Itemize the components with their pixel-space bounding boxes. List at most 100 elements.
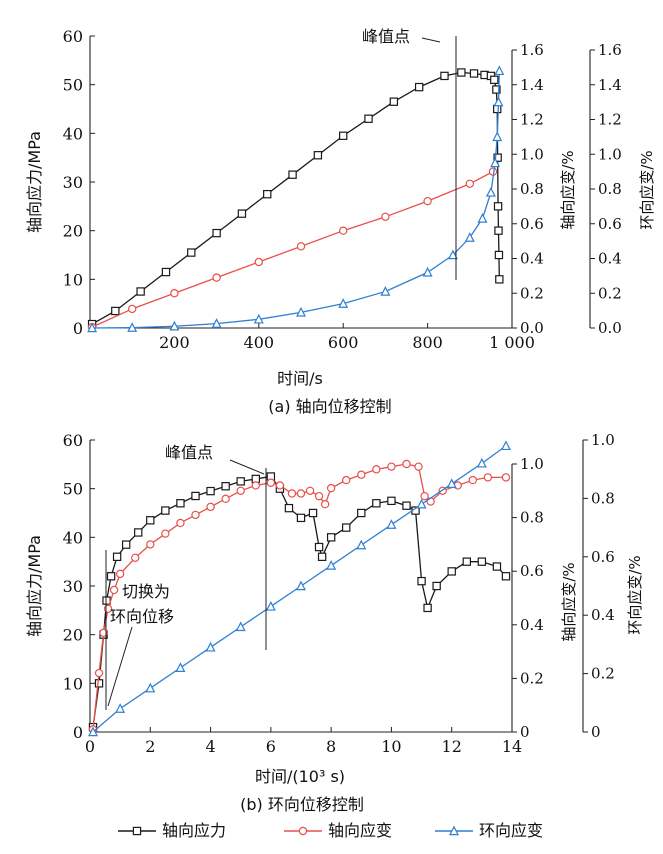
chart-b-axial-stress-point bbox=[342, 523, 351, 532]
chart-b-axial-stress-point bbox=[326, 533, 336, 542]
chart-b-axial-stress-point bbox=[477, 557, 487, 566]
chart-b-y-right2-tick-label: 0.6 bbox=[591, 548, 615, 566]
chart-a-y-right2-tick-label: 0.0 bbox=[598, 319, 622, 337]
chart-a-axial-strain-point bbox=[423, 196, 432, 206]
chart-a-axial-stress-point bbox=[187, 248, 196, 257]
chart-a-y-right2-tick-label: 1.6 bbox=[598, 41, 622, 59]
chart-b-hoop-strain-point bbox=[326, 560, 337, 570]
chart-a-hoop-strain-point bbox=[447, 249, 458, 260]
chart-b-x-tick-label: 12 bbox=[442, 737, 462, 756]
chart-b-axial-strain-point bbox=[372, 465, 381, 474]
chart-b-axial-strain-point bbox=[402, 459, 411, 469]
chart-b-axial-stress-point bbox=[501, 572, 511, 581]
chart-a-axial-strain-point bbox=[381, 212, 390, 221]
chart-b-axial-strain-point bbox=[206, 502, 215, 512]
chart-b-hoop-strain-point bbox=[145, 682, 156, 693]
chart-a-axial-stress-point bbox=[469, 69, 479, 78]
chart-b-axial-strain-point bbox=[296, 489, 306, 498]
chart-a-axial-stress-point bbox=[364, 114, 373, 123]
chart-b-axial-stress-point bbox=[387, 496, 396, 506]
chart-a-y-left-tick-label: 60 bbox=[63, 27, 83, 46]
chart-b-hoop-strain-point bbox=[446, 478, 457, 488]
chart-a: 200 400 600 800 1 000 0 10 20 30 40 50 60 0.0 0.2 0.4 0… bbox=[25, 27, 656, 416]
chart-b-y-right1-tick-label: 0 bbox=[520, 723, 530, 741]
chart-a-axes bbox=[89, 36, 591, 329]
chart-b-axial-stress-point bbox=[161, 506, 170, 515]
chart-b-axial-stress-point bbox=[317, 552, 327, 562]
chart-b-axial-strain-point bbox=[305, 486, 315, 495]
chart-b-switch-arrow bbox=[107, 626, 133, 707]
chart-b-axial-strain-point bbox=[236, 486, 245, 495]
chart-b-hoop-strain-point bbox=[175, 662, 186, 672]
chart-a-x-tick-label: 800 bbox=[412, 333, 443, 352]
chart-a-x-tick-label: 400 bbox=[244, 333, 275, 352]
chart-a-axial-stress-point bbox=[212, 228, 221, 238]
chart-b-axial-stress-point bbox=[447, 567, 456, 576]
chart-b-axial-strain-point bbox=[146, 540, 155, 549]
chart-a-hoop-strain-point bbox=[211, 318, 222, 328]
chart-a-hoop-strain-point bbox=[253, 313, 264, 324]
chart-b-axial-strain-point bbox=[99, 628, 108, 638]
chart-b-axial-strain-point bbox=[501, 473, 511, 482]
chart-a-x-tick-label: 1 000 bbox=[489, 333, 535, 352]
chart-a-y-right2-tick-label: 0.6 bbox=[598, 215, 622, 233]
chart-a-axial-stress-point bbox=[136, 287, 145, 296]
chart-b-axial-stress-point bbox=[432, 581, 441, 591]
chart-b-x-tick-label: 0 bbox=[85, 737, 95, 756]
chart-a-y-right1-tick-label: 0.8 bbox=[520, 180, 544, 198]
chart-b-axial-strain-point bbox=[221, 494, 230, 504]
chart-a-y-left-tick-label: 50 bbox=[63, 76, 83, 95]
chart-b-axial-stress-point bbox=[314, 542, 324, 552]
chart-a-hoop-strain-point bbox=[464, 232, 475, 242]
chart-a-y-left-tick-label: 20 bbox=[63, 222, 83, 241]
chart-b-switch-label-1: 切换为 bbox=[122, 582, 170, 601]
chart-b-y-left-tick-label: 60 bbox=[63, 431, 83, 450]
chart-b-hoop-strain-point bbox=[265, 600, 276, 611]
chart-a-axial-stress-point bbox=[414, 82, 424, 92]
chart-b-axial-stress-point bbox=[221, 482, 230, 491]
chart-a-axial-stress-point bbox=[288, 170, 297, 179]
chart-a-series bbox=[87, 65, 505, 333]
chart-b-axial-stress-point bbox=[402, 501, 411, 510]
chart-b: 0 2 4 6 8 10 12 14010203040506000.20.40.60.81.0… bbox=[25, 431, 644, 814]
chart-a-hoop-strain-point bbox=[422, 266, 433, 277]
chart-b-axial-stress-point bbox=[146, 516, 155, 525]
chart-b-axial-stress-point bbox=[284, 503, 294, 513]
chart-b-y-left-tick-label: 40 bbox=[63, 528, 83, 547]
chart-a-y-right1-tick-label: 0.0 bbox=[520, 319, 544, 337]
chart-b-axial-strain-point bbox=[483, 473, 493, 482]
chart-b-y-right1-tick-label: 1.0 bbox=[520, 455, 544, 473]
chart-b-x-tick-label: 6 bbox=[266, 737, 276, 756]
chart-b-axial-strain-point bbox=[414, 462, 423, 471]
chart-b-y-right2-tick-label: 0.2 bbox=[591, 665, 615, 683]
chart-a-axial-stress-point bbox=[161, 267, 171, 277]
chart-b-x-tick-label: 2 bbox=[145, 737, 155, 756]
chart-a-axial-stress-point bbox=[389, 97, 399, 106]
chart-a-hoop-strain-point bbox=[494, 65, 505, 76]
chart-a-ticks: 200 400 600 800 1 000 0 10 20 30 40 50 60 0.0 0.2 0.4 0… bbox=[63, 27, 622, 352]
chart-b-axial-strain-point bbox=[287, 489, 297, 498]
chart-a-caption: (a) 轴向位移控制 bbox=[268, 397, 391, 416]
legend-label: 环向应变 bbox=[479, 821, 543, 840]
chart-b-y-right1-tick-label: 0.4 bbox=[520, 616, 544, 634]
chart-b-y-left-tick-label: 50 bbox=[63, 480, 83, 499]
chart-a-y-right1-tick-label: 1.2 bbox=[520, 111, 544, 129]
chart-b-hoop-strain-point bbox=[386, 519, 397, 529]
chart-a-y-right2-tick-label: 0.8 bbox=[598, 180, 622, 198]
chart-b-axial-stress-point bbox=[112, 552, 122, 562]
chart-b-peak-label: 峰值点 bbox=[165, 443, 213, 462]
chart-a-axial-strain-point bbox=[212, 273, 221, 282]
chart-a-x-tick-label: 600 bbox=[328, 333, 359, 352]
chart-b-hoop-strain-point bbox=[115, 703, 126, 713]
chart-b-y-left-tick-label: 30 bbox=[63, 577, 83, 596]
chart-b-x-tick-label: 14 bbox=[502, 737, 522, 756]
legend-marker bbox=[298, 826, 308, 836]
chart-a-axial-strain-point bbox=[170, 289, 179, 298]
chart-a-axial-stress-point bbox=[111, 306, 120, 316]
chart-b-hoop-strain-point bbox=[356, 539, 367, 550]
chart-b-ylabel-left: 轴向应力/MPa bbox=[25, 535, 44, 637]
chart-b-axial-strain-point bbox=[251, 481, 260, 490]
chart-a-ylabel-right2: 环向应变/% bbox=[638, 150, 656, 229]
chart-b-axial-strain-point bbox=[115, 569, 125, 579]
chart-a-hoop-strain-point bbox=[485, 186, 496, 197]
